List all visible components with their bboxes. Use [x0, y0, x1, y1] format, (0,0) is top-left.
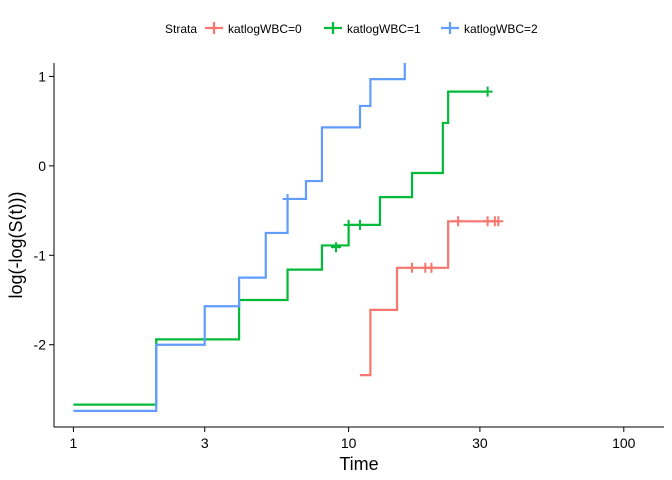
series-katlogWBC=0 [359, 216, 504, 377]
y-tick-label: 0 [38, 158, 46, 174]
y-axis-title: log(-log(S(t))) [6, 191, 26, 298]
censor-mark [331, 242, 342, 253]
series-line [73, 90, 488, 406]
y-axis-ticks: 1 0 -1 -2 [34, 68, 54, 353]
censor-mark [407, 262, 418, 273]
legend-label: katlogWBC=2 [464, 22, 538, 36]
x-tick-label: 10 [341, 435, 357, 451]
x-tick-label: 100 [612, 435, 636, 451]
censor-mark [493, 216, 504, 227]
series-katlogWBC=1 [73, 86, 493, 406]
y-tick-label: 1 [38, 68, 46, 84]
legend-key [324, 22, 342, 34]
plot-area [73, 63, 504, 413]
legend-key [205, 22, 223, 34]
censor-mark [282, 193, 293, 204]
legend-entry: katlogWBC=2 [441, 22, 538, 36]
x-axis-title: Time [339, 454, 378, 474]
legend-title: Strata [165, 22, 197, 36]
censor-mark [426, 262, 437, 273]
series-line [359, 220, 499, 377]
series-katlogWBC=2 [73, 63, 406, 413]
legend-label: katlogWBC=0 [228, 22, 302, 36]
y-tick-label: -2 [34, 337, 47, 353]
x-axis-ticks: 1 3 10 30 100 [70, 427, 636, 451]
censor-mark [343, 219, 354, 230]
legend: Strata katlogWBC=0 katlogWBC=1 katlogWBC=2 [165, 22, 538, 36]
y-tick-label: -1 [34, 247, 47, 263]
legend-entry: katlogWBC=1 [324, 22, 421, 36]
x-tick-label: 30 [472, 435, 488, 451]
series-line [73, 63, 406, 413]
legend-key [441, 22, 459, 34]
censor-mark [482, 86, 493, 97]
censor-mark [453, 216, 464, 227]
x-tick-label: 3 [201, 435, 209, 451]
censor-mark [354, 219, 365, 230]
legend-entry: katlogWBC=0 [205, 22, 302, 36]
x-tick-label: 1 [70, 435, 78, 451]
legend-label: katlogWBC=1 [347, 22, 421, 36]
